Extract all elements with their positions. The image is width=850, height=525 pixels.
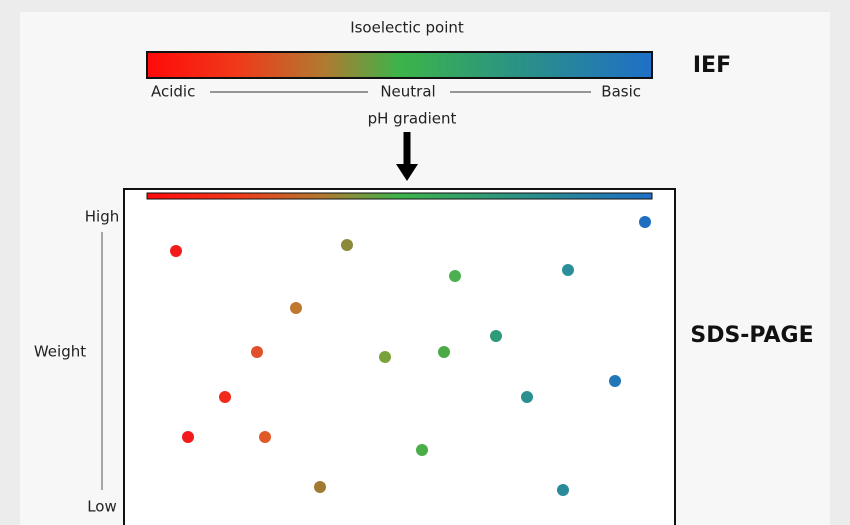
spot (341, 239, 353, 251)
spot (182, 431, 194, 443)
neutral-label: Neutral (380, 83, 435, 101)
spot (290, 302, 302, 314)
low-label: Low (87, 498, 117, 516)
spot (259, 431, 271, 443)
spot (490, 330, 502, 342)
spot (170, 245, 182, 257)
spot (219, 391, 231, 403)
spot (562, 264, 574, 276)
spots (170, 216, 651, 496)
spot (416, 444, 428, 456)
ief-label: IEF (693, 53, 731, 78)
spot (251, 346, 263, 358)
basic-label: Basic (601, 83, 641, 101)
ph-bar (146, 51, 653, 79)
spot (609, 375, 621, 387)
spot (379, 351, 391, 363)
spot (557, 484, 569, 496)
weight-label: Weight (34, 343, 86, 361)
gel-box (123, 188, 676, 525)
spot (639, 216, 651, 228)
spot (314, 481, 326, 493)
sds-label: SDS-PAGE (690, 323, 813, 348)
subtitle: pH gradient (368, 110, 457, 128)
acidic-label: Acidic (151, 83, 195, 101)
spot (521, 391, 533, 403)
high-label: High (85, 208, 119, 226)
arrow-head (396, 164, 418, 181)
spot (438, 346, 450, 358)
spot (449, 270, 461, 282)
title: Isoelectic point (350, 19, 464, 37)
gel-ph-bar (146, 192, 653, 200)
